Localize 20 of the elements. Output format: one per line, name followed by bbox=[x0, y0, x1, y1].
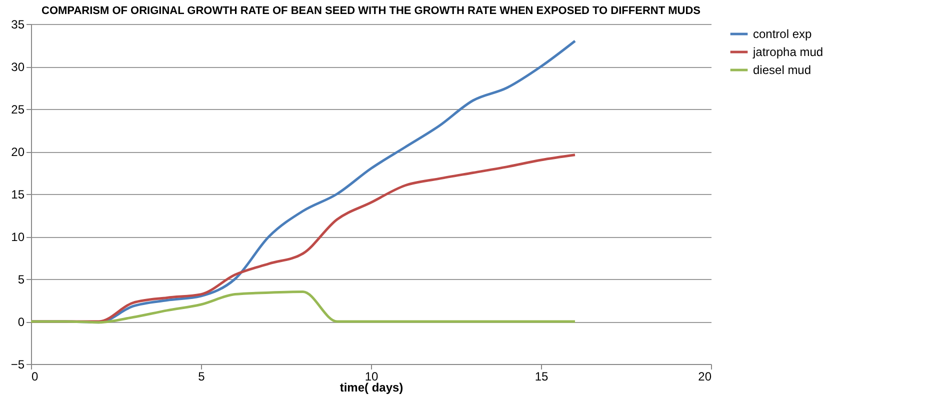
y-tick-label: 0 bbox=[18, 315, 25, 329]
x-axis-title: time( days) bbox=[340, 380, 404, 394]
x-tick-label: 0 bbox=[32, 370, 38, 384]
y-tick-label: −5 bbox=[10, 358, 25, 372]
legend-label: control exp bbox=[753, 27, 812, 41]
y-tick-label: 15 bbox=[11, 188, 25, 202]
legend-label: jatropha mud bbox=[752, 45, 824, 59]
x-tick-label: 10 bbox=[364, 370, 378, 384]
legend-label: diesel mud bbox=[753, 63, 812, 77]
x-tick-label: 15 bbox=[534, 370, 548, 384]
x-tick-label: 5 bbox=[198, 370, 206, 384]
y-tick-label: 5 bbox=[18, 272, 25, 286]
chart-title: COMPARISM OF ORIGINAL GROWTH RATE OF BEAN SEED WITH THE GROWTH RATE WHEN EXPOSED TO DIFFERNT MUDS bbox=[42, 5, 700, 17]
y-tick-label: 35 bbox=[11, 18, 25, 32]
y-tick-label: 20 bbox=[11, 145, 25, 159]
y-tick-label: 10 bbox=[11, 230, 25, 244]
y-tick-label: 25 bbox=[11, 102, 25, 116]
line-series bbox=[30, 290, 576, 324]
x-tick-label: 20 bbox=[698, 370, 712, 384]
y-tick-label: 30 bbox=[11, 60, 25, 74]
